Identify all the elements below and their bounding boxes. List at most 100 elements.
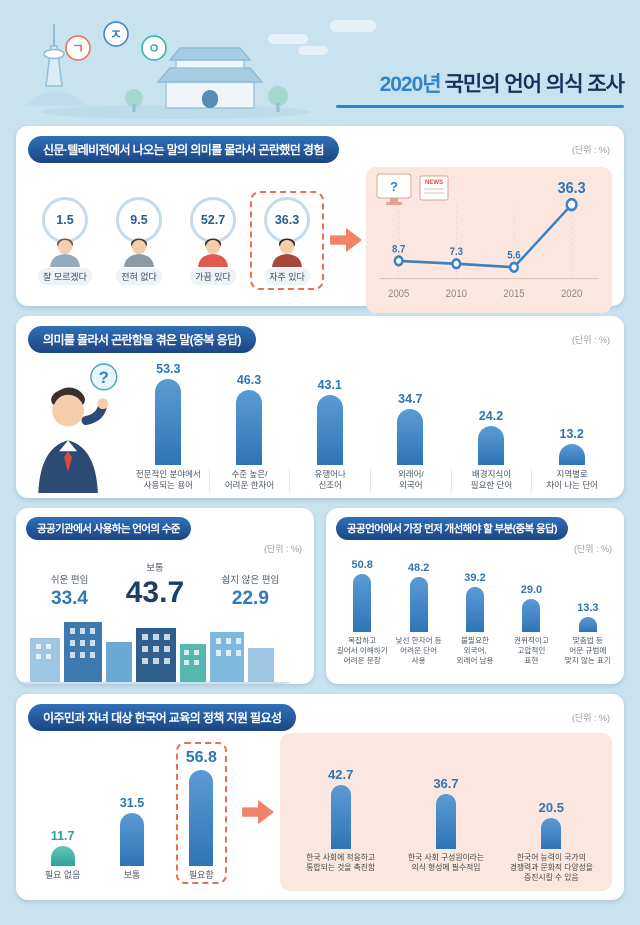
stat-value: 43.7 — [125, 576, 185, 609]
bar — [466, 587, 484, 632]
stat-label: 쉽지 않은 편임 — [221, 575, 280, 586]
title-year: 2020년 — [379, 73, 442, 96]
x-axis-label: 2020 — [561, 288, 583, 300]
section-korean-education-policy: 이주민과 자녀 대상 한국어 교육의 정책 지원 필요성 (단위 : %) 11… — [16, 694, 624, 900]
bar — [353, 574, 372, 632]
bar-item: 31.5 보통 — [97, 744, 166, 882]
bar-item: 56.8 필요함 — [167, 742, 236, 884]
stat-value: 33.4 — [51, 588, 88, 609]
cloud-decoration — [330, 20, 376, 32]
stat-normal: 보통 43.7 — [126, 560, 184, 610]
donut-item: 52.7 가끔 있다 — [176, 191, 250, 290]
stat-easy: 쉬운 편임 33.4 — [51, 572, 89, 610]
bar-value: 46.3 — [236, 373, 262, 387]
bar-value: 24.2 — [478, 409, 504, 423]
donut-value: 1.5 — [42, 196, 88, 243]
listening-person-illustration: ? — [38, 363, 118, 493]
bar — [578, 617, 597, 632]
policy-need-bar-chart: 11.7 필요 없음 31.5 보통 56.8 필요함 — [28, 742, 236, 884]
experience-donut-chart: 1.5 잘 모르겠다 9.5 전혀 없다 52.7 가끔 있다 36.3 자주 있다 — [28, 190, 326, 290]
x-axis-label: 2010 — [446, 288, 468, 300]
bar-label: 맞춤법 등 어문 규범에 맞지 않는 표기 — [564, 636, 611, 665]
section-media-experience: 신문·텔레비전에서 나오는 말의 의미를 몰라서 곤란했던 경험 (단위 : %… — [16, 126, 624, 313]
bar-label: 필요 없음 — [44, 870, 81, 881]
stat-value: 22.9 — [231, 588, 269, 609]
donut-item: 9.5 전혀 없다 — [102, 191, 176, 290]
bar-label: 지역별로 차이 나는 단어 — [531, 469, 612, 493]
bar-item: 48.2 낯선 한자어 등 어려운 단어 사용 — [390, 548, 446, 666]
bar-value: 39.2 — [464, 572, 486, 584]
bar-label: 보통 — [123, 870, 141, 881]
bar-item: 24.2 배경지식이 필요한 단어 — [450, 353, 532, 493]
bar-label: 전문적인 분야에서 사용되는 용어 — [135, 469, 201, 491]
donut-value: 52.7 — [190, 196, 236, 243]
korea-landmarks-illustration: ㄱ ㅈ ㅇ — [24, 21, 311, 119]
bar-item: 36.7 한국 사회 구성원이라는 의식 형성에 필수적임 — [393, 759, 498, 883]
unit-label: (단위 : %) — [263, 544, 302, 554]
question-mark: ? — [99, 368, 109, 387]
arrow-right-icon — [330, 227, 362, 253]
difficult-words-bar-chart: 53.3 전문적인 분야에서 사용되는 용어 46.3 수준 높은/ 어려운 한자어 4… — [128, 353, 612, 493]
line-point-value: 5.6 — [507, 250, 521, 262]
bar-value: 50.8 — [351, 559, 373, 571]
donut-value: 9.5 — [116, 196, 162, 243]
monitor-question-mark: ? — [390, 179, 398, 194]
section-title: 이주민과 자녀 대상 한국어 교육의 정책 지원 필요성 — [28, 704, 297, 731]
bar-label: 유행어나 신조어 — [289, 469, 370, 493]
bar-item: 13.3 맞춤법 등 어문 규범에 맞지 않는 표기 — [560, 548, 616, 666]
jamo-letter: ㅈ — [110, 27, 122, 42]
bar — [541, 817, 562, 849]
person-icon — [198, 238, 228, 267]
bar-value: 36.7 — [433, 775, 459, 791]
section-title: 신문·텔레비전에서 나오는 말의 의미를 몰라서 곤란했던 경험 — [28, 136, 339, 163]
x-axis-label: 2005 — [388, 288, 410, 300]
bar-label: 필요함 — [188, 870, 214, 881]
donut-label: 잘 모르겠다 — [38, 267, 92, 285]
trend-line-chart: 8.7 2005 7.3 2010 5.6 2015 36.3 2020 — [366, 167, 612, 313]
bar-label: 한국어 능력이 국가의 경쟁력과 문화적 다양성을 증진시킬 수 있음 — [509, 852, 593, 882]
stat-label: 쉬운 편임 — [50, 575, 89, 586]
bar-label: 권위적이고 고압적인 표현 — [513, 636, 549, 665]
bar-value: 53.3 — [156, 362, 181, 376]
unit-label: (단위 : %) — [573, 544, 612, 554]
line-point-value: 7.3 — [450, 247, 464, 259]
bar-item: 39.2 불필요한 외국어, 외래어 남용 — [447, 548, 503, 666]
section-title: 공공기관에서 사용하는 언어의 수준 — [26, 517, 191, 540]
bar — [478, 426, 505, 465]
media-experience-body: 1.5 잘 모르겠다 9.5 전혀 없다 52.7 가끔 있다 36.3 자주 있다 … — [16, 163, 624, 313]
title-underline — [336, 105, 624, 108]
bar-value: 56.8 — [185, 749, 217, 767]
section-title: 공공언어에서 가장 먼저 개선해야 할 부분(중복 응답) — [336, 517, 568, 540]
bar-label: 수준 높은/ 어려운 한자어 — [208, 469, 290, 493]
donut-item: 36.3 자주 있다 — [250, 190, 324, 290]
bar-value: 29.0 — [520, 584, 543, 596]
bar-label: 낯선 한자어 등 어려운 단어 사용 — [395, 636, 442, 665]
bar-item: 13.2 지역별로 차이 나는 단어 — [531, 353, 612, 493]
bar-value: 48.2 — [407, 562, 430, 574]
policy-reasons-box: 42.7 한국 사회에 적응하고 통합되는 것을 촉진함 36.7 한국 사회 구성원… — [280, 733, 612, 891]
line-chart-svg: 8.7 2005 7.3 2010 5.6 2015 36.3 2020 — [379, 179, 599, 300]
section-public-language-improvements: 공공언어에서 가장 먼저 개선해야 할 부분(중복 응답) (단위 : %) 5… — [326, 508, 624, 684]
difficult-words-body: ? 53.3 전문적인 분야에서 사용되는 용어 46.3 수준 높은/ 어려운 한자… — [16, 353, 624, 499]
section-difficult-words: 의미를 몰라서 곤란함을 겪은 말(중복 응답) (단위 : %) ? 53.3… — [16, 316, 624, 498]
jamo-letter: ㅇ — [148, 41, 160, 56]
bar — [50, 846, 75, 867]
person-icon — [124, 238, 154, 267]
cloud-decoration — [298, 46, 328, 55]
bar — [316, 395, 343, 465]
bar-item: 53.3 전문적인 분야에서 사용되는 용어 — [128, 353, 209, 493]
bar-value: 34.7 — [398, 392, 423, 406]
bar-item: 42.7 한국 사회에 적응하고 통합되는 것을 촉진함 — [288, 759, 393, 883]
news-monitor-icon: ? NEWS — [376, 173, 449, 205]
donut-label: 전혀 없다 — [116, 267, 162, 285]
education-policy-body: 11.7 필요 없음 31.5 보통 56.8 필요함 42.7 한국 사회에 적응하고 통… — [16, 731, 624, 891]
bar-value: 13.3 — [577, 602, 599, 614]
unit-label: (단위 : %) — [571, 713, 610, 723]
bar — [155, 379, 182, 465]
x-axis-label: 2015 — [503, 288, 525, 300]
bar-label: 한국 사회 구성원이라는 의식 형성에 필수적임 — [407, 852, 485, 872]
unit-label: (단위 : %) — [571, 335, 610, 345]
bar — [435, 793, 456, 849]
section-title: 의미를 몰라서 곤란함을 겪은 말(중복 응답) — [28, 326, 256, 353]
